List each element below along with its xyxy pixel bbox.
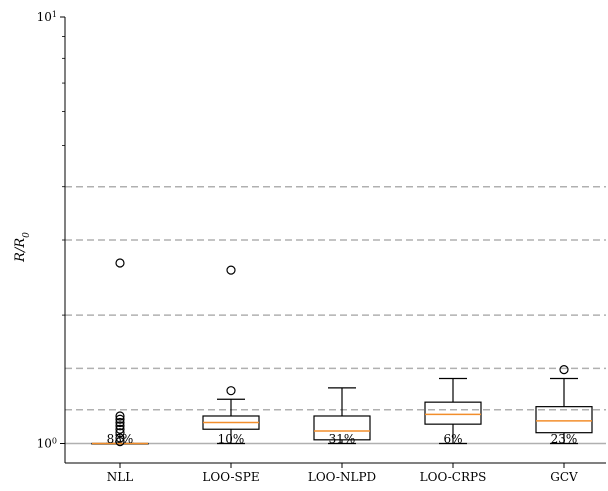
x-tick-label: GCV: [550, 470, 578, 484]
percent-label: 83%: [107, 432, 134, 446]
outlier-point: [115, 258, 125, 268]
outlier-point: [115, 421, 125, 431]
outlier-point: [115, 428, 125, 438]
box-group: 23% GCV: [535, 365, 593, 484]
outlier-point: [226, 386, 236, 396]
outlier-point: [115, 433, 125, 443]
percent-label: 23%: [551, 432, 578, 446]
outlier-point: [559, 365, 569, 375]
box-group: 83% NLL: [91, 258, 149, 484]
y-tick-label-base: 10: [37, 10, 52, 24]
percent-label: 10%: [218, 432, 245, 446]
y-tick-label: 101: [37, 10, 57, 25]
x-tick-label: NLL: [107, 470, 133, 484]
outlier-point: [115, 437, 125, 447]
outlier-point: [115, 424, 125, 434]
svg-text:R/R0: R/R0: [13, 232, 32, 263]
outlier-point: [226, 265, 236, 275]
y-axis-label-subscript: 0: [22, 232, 32, 238]
x-tick-label: LOO-CRPS: [420, 470, 487, 484]
box-group: 6% LOO-CRPS: [420, 377, 487, 484]
plot-area: 10010183%NLL10%LOO-SPE31%LOO-NLPD6%LOO-C…: [37, 10, 606, 484]
box-iqr: [535, 406, 593, 434]
y-tick-label-exponent: 1: [52, 10, 57, 19]
y-tick-label-exponent: 0: [52, 436, 57, 445]
y-axis-label: R/R0: [13, 232, 32, 263]
box-iqr: [313, 415, 371, 441]
y-tick-label-base: 10: [37, 436, 52, 450]
x-tick-label: LOO-NLPD: [308, 470, 376, 484]
y-axis-label-text: R/R: [13, 238, 28, 263]
percent-label: 6%: [443, 432, 462, 446]
x-tick-label: LOO-SPE: [202, 470, 259, 484]
percent-label: 31%: [329, 432, 356, 446]
box-group: 31% LOO-NLPD: [308, 387, 376, 484]
box-iqr: [424, 401, 482, 425]
box-group: 10% LOO-SPE: [202, 265, 260, 484]
outlier-point: [115, 411, 125, 421]
outlier-point: [115, 414, 125, 424]
y-tick-label: 100: [37, 436, 57, 451]
outlier-point: [115, 417, 125, 428]
